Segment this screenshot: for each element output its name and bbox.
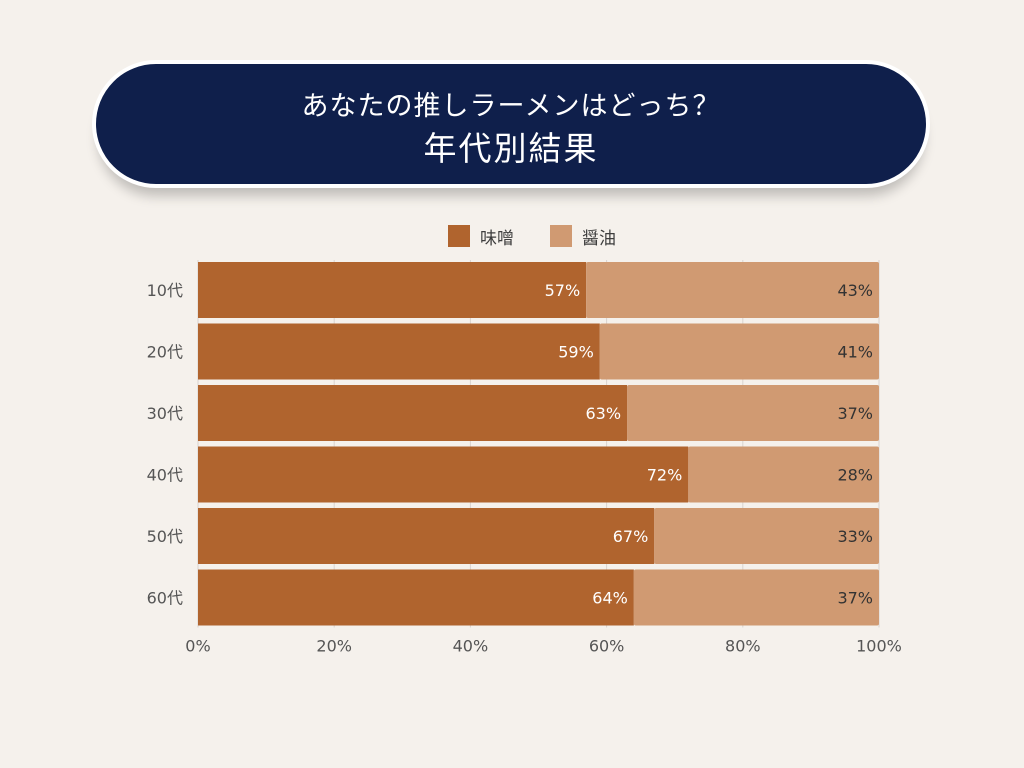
bar-segment [627, 385, 879, 441]
bar-segment [198, 569, 634, 626]
bar-segment [654, 508, 879, 564]
bar-segment [198, 508, 655, 564]
data-label: 43% [837, 281, 873, 300]
category-label: 30代 [147, 404, 183, 423]
legend-swatch-shoyu [550, 225, 572, 247]
data-label: 41% [837, 343, 873, 362]
chart-legend: 味噌 醤油 [0, 222, 1024, 250]
data-label: 37% [837, 404, 873, 423]
x-tick-label: 20% [316, 637, 352, 656]
category-label: 60代 [147, 589, 183, 608]
title-banner: あなたの推しラーメンはどっち？ 年代別結果 [92, 60, 930, 188]
data-label: 64% [592, 589, 628, 608]
bar-segment [198, 262, 587, 318]
data-label: 37% [837, 589, 873, 608]
legend-item-shoyu: 醤油 [550, 222, 616, 250]
x-tick-label: 60% [589, 637, 625, 656]
bar-segment [688, 446, 879, 503]
bar-segment [198, 323, 600, 380]
x-tick-label: 80% [725, 637, 761, 656]
legend-item-miso: 味噌 [448, 222, 514, 250]
category-label: 20代 [147, 343, 183, 362]
data-label: 33% [837, 527, 873, 546]
data-label: 59% [558, 343, 594, 362]
x-tick-label: 40% [453, 637, 489, 656]
bar-segment [633, 569, 879, 626]
category-label: 10代 [147, 281, 183, 300]
category-label: 50代 [147, 527, 183, 546]
x-tick-label: 100% [856, 637, 902, 656]
chart-subtitle: 年代別結果 [423, 129, 599, 168]
x-tick-label: 0% [185, 637, 210, 656]
bar-segment [599, 323, 879, 380]
bar-segment [586, 262, 879, 318]
data-label: 72% [647, 466, 683, 485]
legend-swatch-miso [448, 225, 470, 247]
data-label: 28% [837, 466, 873, 485]
chart-title: あなたの推しラーメンはどっち？ [301, 91, 721, 122]
legend-label-shoyu: 醤油 [582, 228, 616, 249]
legend-label-miso: 味噌 [480, 228, 514, 249]
bar-segment [198, 385, 628, 441]
category-label: 40代 [147, 466, 183, 485]
bar-segment [198, 446, 689, 503]
data-label: 67% [613, 527, 649, 546]
data-label: 57% [545, 281, 581, 300]
data-label: 63% [585, 404, 621, 423]
